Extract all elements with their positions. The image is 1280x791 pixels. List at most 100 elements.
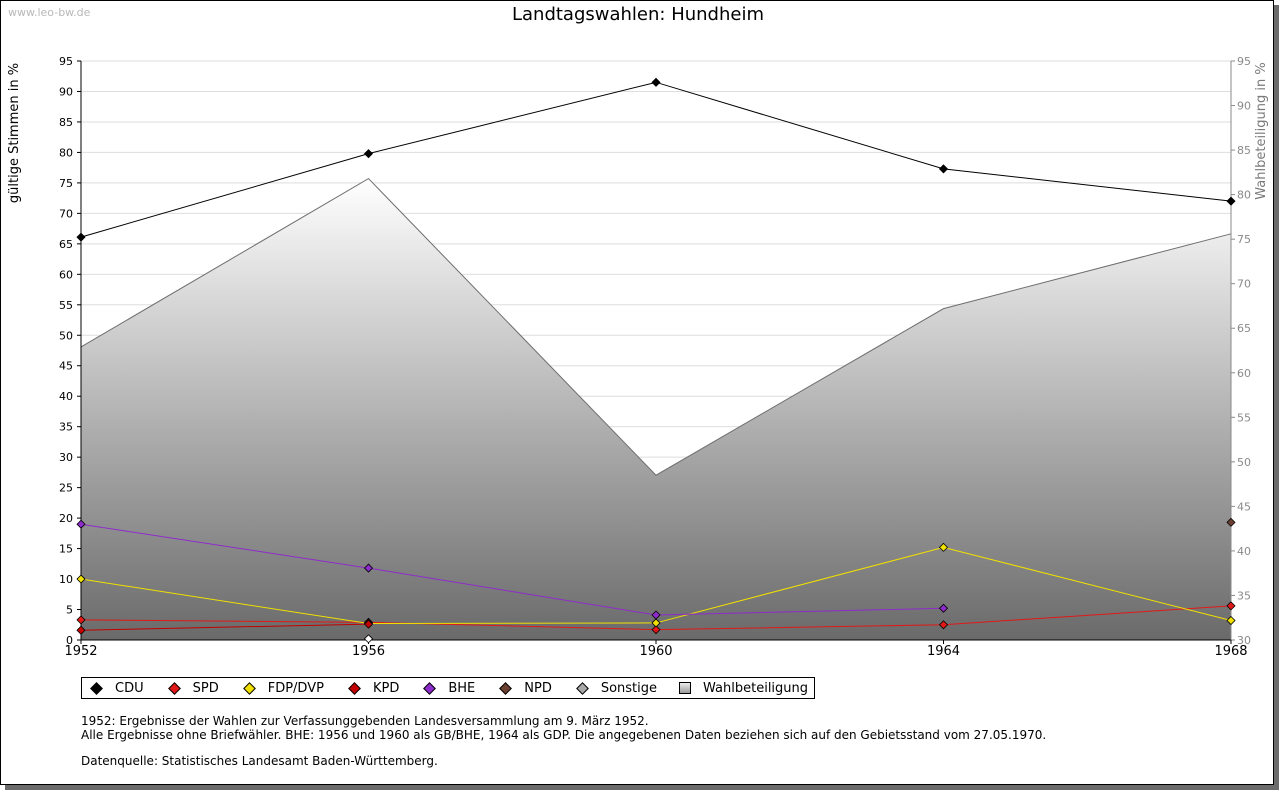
wahlbeteiligung-area (80, 177, 1232, 640)
bhe-point (76, 519, 86, 529)
y2-tick-label: 35 (1237, 589, 1251, 602)
wahlbeteiligung-line (80, 177, 1232, 476)
legend-label: BHE (448, 680, 476, 696)
kpd-line (80, 623, 369, 631)
legend-marker (90, 681, 103, 695)
y2-tick-label: 85 (1237, 144, 1251, 157)
spd-point (938, 620, 949, 630)
cdu-point (1226, 196, 1236, 206)
bhe-line (80, 523, 944, 616)
y-tick-label: 90 (59, 85, 73, 98)
legend-label: NPD (524, 680, 552, 696)
legend-item: CDU (88, 681, 144, 696)
bhe-point (363, 563, 374, 573)
legend-label: CDU (115, 680, 144, 696)
y-tick-label: 75 (59, 177, 73, 190)
bhe-point (938, 603, 949, 613)
legend: CDU SPD FDP/DVP KPD BHE NPD Sonstige Wahlbeteil… (81, 677, 816, 699)
legend-label: SPD (192, 680, 219, 696)
legend-marker (167, 681, 181, 695)
legend-item: NPD (497, 681, 552, 696)
fdp-dvp-point (938, 542, 949, 552)
legend-label: KPD (372, 680, 400, 696)
x-tick-label: 1956 (352, 644, 385, 659)
y2-tick-label: 40 (1237, 545, 1251, 558)
legend-marker (423, 681, 437, 695)
legend-marker (499, 681, 513, 695)
cdu-point (651, 77, 661, 87)
y-tick-label: 0 (66, 634, 73, 647)
y2-tick-label: 90 (1237, 100, 1251, 113)
y2-tick-label: 65 (1237, 322, 1251, 335)
y-tick-label: 25 (59, 482, 73, 495)
footnote-2: Alle Ergebnisse ohne Briefwähler. BHE: 1… (81, 728, 1047, 742)
legend-item: Sonstige (574, 681, 657, 696)
series (76, 77, 1236, 644)
y2-tick-label: 30 (1237, 634, 1251, 647)
npd-point (1226, 517, 1236, 527)
spd-point (651, 625, 661, 635)
legend-item: KPD (346, 681, 399, 696)
cdu-point (76, 232, 86, 242)
fdp-dvp-point (76, 574, 86, 584)
legend-item: BHE (421, 681, 475, 696)
cdu-point (938, 164, 949, 174)
wahlbeteiligung-fill (81, 178, 1231, 640)
legend-item: SPD (166, 681, 219, 696)
y2-tick-label: 75 (1237, 233, 1251, 246)
y-tick-label: 30 (59, 451, 73, 464)
y-tick-label: 10 (59, 573, 73, 586)
footnote-1: 1952: Ergebnisse der Wahlen zur Verfassu… (81, 714, 649, 728)
legend-marker (348, 681, 361, 695)
legend-item: FDP/DVP (241, 681, 324, 696)
kpd-point (363, 619, 374, 629)
x-tick-label: 1964 (927, 644, 960, 659)
fdp-dvp-point (651, 618, 661, 628)
cdu-point (363, 149, 374, 159)
y-tick-label: 65 (59, 238, 73, 251)
legend-label: Wahlbeteiligung (703, 680, 809, 696)
y2-tick-label: 80 (1237, 189, 1251, 202)
legend-label: FDP/DVP (267, 680, 324, 696)
spd-point (1226, 601, 1236, 611)
watermark: www.leo-bw.de (8, 6, 91, 19)
spd-point (76, 615, 86, 625)
y-tick-label: 70 (59, 207, 73, 220)
axes: 0 5 10 15 20 25 30 35 40 45 50 55 60 65 70 75 80 85 90 95 30… (59, 55, 1251, 659)
y-tick-label: 85 (59, 116, 73, 129)
legend-marker (575, 681, 589, 695)
y-tick-label: 40 (59, 390, 73, 403)
y2-tick-label: 60 (1237, 367, 1251, 380)
y2-tick-label: 50 (1237, 456, 1251, 469)
y-tick-label: 95 (59, 55, 73, 68)
y-tick-label: 35 (59, 421, 73, 434)
legend-marker (242, 681, 256, 695)
y2-tick-label: 55 (1237, 411, 1251, 424)
fdp-dvp-point (1226, 615, 1236, 626)
cdu-line (80, 81, 1232, 238)
y2-tick-label: 95 (1237, 55, 1251, 68)
y-tick-label: 15 (59, 543, 73, 556)
legend-swatch-box (679, 682, 692, 694)
y2-axis-label: Wahlbeteiligung in % (1254, 62, 1269, 199)
legend-item: Wahlbeteiligung (679, 681, 808, 696)
x-tick-label: 1952 (64, 644, 97, 659)
sonstige-point (363, 634, 374, 644)
y-tick-label: 55 (59, 299, 73, 312)
y-tick-label: 60 (59, 268, 73, 281)
y-tick-label: 50 (59, 329, 73, 342)
y-tick-label: 45 (59, 360, 73, 373)
y2-tick-label: 70 (1237, 278, 1251, 291)
x-tick-label: 1968 (1214, 644, 1247, 659)
chart-title: Landtagswahlen: Hundheim (511, 4, 764, 25)
y-tick-label: 5 (66, 604, 73, 617)
y-tick-label: 80 (59, 146, 73, 159)
kpd-point (76, 625, 86, 635)
footnote-source: Datenquelle: Statistisches Landesamt Bad… (81, 754, 438, 768)
legend-label: Sonstige (600, 680, 658, 696)
x-tick-label: 1960 (639, 644, 672, 659)
bhe-point (651, 610, 661, 620)
y-axis-label: gültige Stimmen in % (7, 63, 22, 203)
